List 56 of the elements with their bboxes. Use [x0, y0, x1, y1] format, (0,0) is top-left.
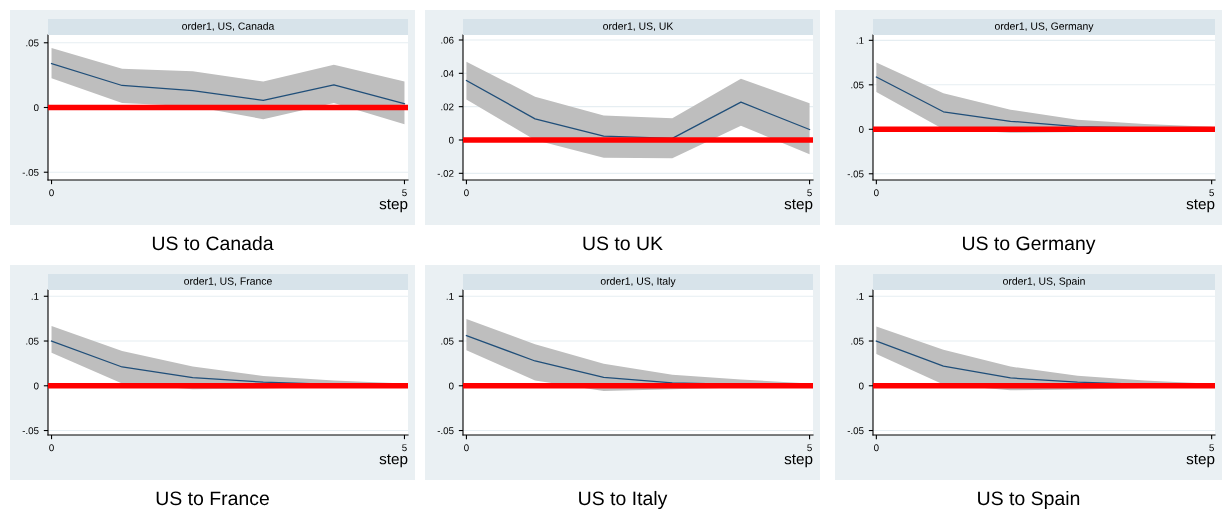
chart-title: order1, US, Italy	[600, 277, 676, 287]
y-tick-label: .05	[851, 81, 864, 89]
x-tick-label: 5	[1209, 189, 1214, 197]
y-tick-label: .1	[856, 37, 864, 44]
y-tick-label: .05	[441, 337, 454, 345]
y-tick-label: 0	[858, 382, 864, 390]
text: US to France	[156, 491, 269, 506]
x-axis-title: step	[784, 454, 813, 468]
line-series	[465, 79, 811, 139]
y-tick-label: 0	[858, 126, 864, 133]
y-tick-label: 0	[33, 104, 39, 112]
chart-title: order1, US, France	[184, 277, 272, 287]
y-tick-label: 0	[448, 136, 454, 144]
x-axis-title: step	[1186, 199, 1215, 213]
x-tick-label: 0	[874, 189, 879, 197]
y-tick-label: .1	[856, 293, 864, 300]
chart-title: order1, US, Canada	[182, 22, 275, 32]
y-tick-label: .06	[441, 36, 454, 44]
x-tick-label: 5	[402, 189, 407, 197]
chart-title: order1, US, Spain	[1003, 277, 1085, 287]
y-tick-label: 0	[33, 382, 39, 390]
text: US to Canada	[152, 235, 274, 251]
text: US to Spain	[978, 490, 1080, 510]
y-tick-label: .05	[26, 39, 39, 47]
x-axis-title: step	[379, 199, 408, 213]
text: US to Italy	[579, 490, 668, 510]
y-tick-label: -.02	[437, 170, 454, 177]
y-tick-label: 0	[448, 382, 454, 390]
text: US to Germany	[963, 236, 1096, 255]
y-tick-label: .05	[26, 337, 39, 345]
x-tick-label: 0	[464, 444, 469, 452]
y-tick-label: .1	[446, 293, 454, 300]
x-tick-label: 0	[464, 189, 469, 197]
y-tick-label: -.05	[22, 427, 39, 435]
y-tick-label: .1	[31, 293, 39, 300]
y-tick-label: .05	[851, 337, 864, 345]
x-axis-title: step	[379, 454, 408, 468]
y-tick-label: .04	[441, 70, 454, 77]
y-tick-label: -.05	[437, 427, 454, 435]
x-tick-label: 0	[49, 444, 54, 452]
chart-title: order1, US, UK	[603, 22, 674, 32]
y-tick-label: -.05	[22, 168, 39, 176]
x-tick-label: 0	[874, 444, 879, 452]
x-tick-label: 5	[807, 189, 812, 197]
x-axis-title: step	[1186, 454, 1215, 468]
y-tick-label: -.05	[847, 170, 864, 178]
x-tick-label: 5	[807, 444, 812, 452]
x-tick-label: 5	[402, 444, 407, 452]
y-tick-label: -.05	[847, 427, 864, 435]
text: US to UK	[583, 236, 663, 251]
x-tick-label: 0	[49, 189, 54, 197]
x-tick-label: 5	[1209, 444, 1214, 452]
y-tick-label: .02	[441, 103, 454, 111]
x-axis-title: step	[784, 199, 813, 213]
line-series	[50, 62, 406, 105]
chart-title: order1, US, Germany	[994, 22, 1094, 32]
